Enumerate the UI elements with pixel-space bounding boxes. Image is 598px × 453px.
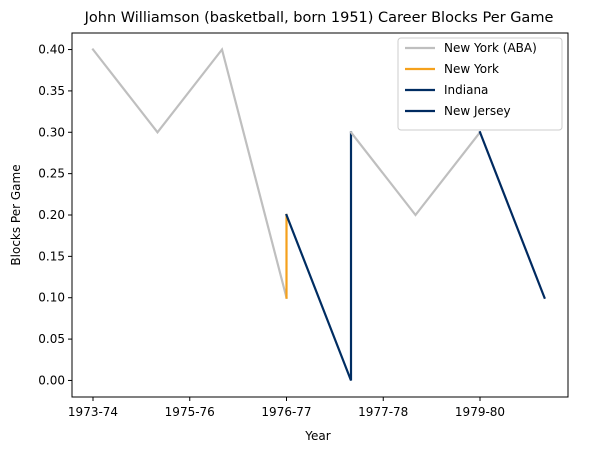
series-line-2 — [285, 131, 353, 381]
x-tick-label: 1976-77 — [261, 405, 311, 419]
series-line-3 — [349, 130, 482, 217]
x-tick-label: 1973-74 — [68, 405, 118, 419]
y-tick-label: 0.30 — [38, 125, 65, 139]
x-tick-label: 1977-78 — [358, 405, 408, 419]
legend-label: New Jersey — [444, 104, 511, 118]
y-tick-label: 0.05 — [38, 332, 65, 346]
y-tick-label: 0.15 — [38, 249, 65, 263]
x-axis-label: Year — [304, 429, 330, 443]
y-tick-label: 0.25 — [38, 167, 65, 181]
y-tick-label: 0.35 — [38, 84, 65, 98]
plot-series — [91, 47, 546, 381]
legend: New York (ABA) New York Indiana New Jersey — [397, 37, 563, 131]
y-axis: 0.00 0.05 0.10 0.15 0.20 0.25 0.30 0.35 0.40 — [38, 43, 72, 387]
x-tick-label: 1979-80 — [455, 405, 505, 419]
legend-box — [397, 37, 563, 131]
series-line-4 — [478, 130, 546, 300]
legend-label: Indiana — [444, 83, 488, 97]
x-axis: 1973-74 1975-76 1976-77 1977-78 1979-80 — [68, 397, 505, 419]
chart-title: John Williamson (basketball, born 1951) … — [84, 10, 554, 26]
y-tick-label: 0.40 — [38, 43, 65, 57]
y-tick-label: 0.10 — [38, 291, 65, 305]
x-tick-label: 1975-76 — [165, 405, 215, 419]
y-axis-label: Blocks Per Game — [9, 164, 23, 265]
y-tick-label: 0.00 — [38, 373, 65, 387]
legend-label: New York — [444, 62, 499, 76]
series-line-0 — [91, 47, 288, 300]
y-tick-label: 0.20 — [38, 208, 65, 222]
legend-label: New York (ABA) — [444, 41, 537, 55]
